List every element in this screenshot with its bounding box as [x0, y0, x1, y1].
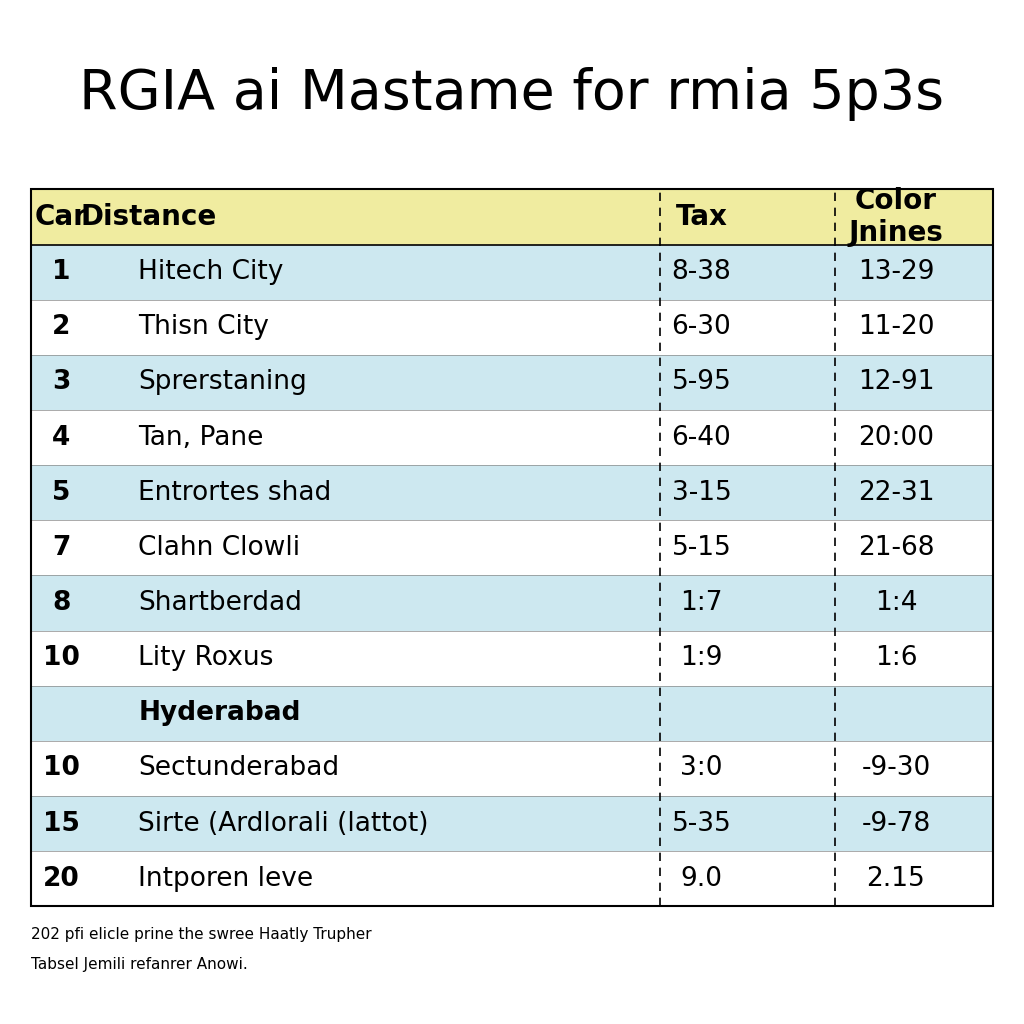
Text: 21-68: 21-68 — [858, 535, 934, 561]
Text: 8: 8 — [52, 590, 71, 616]
Text: 2.15: 2.15 — [866, 865, 926, 892]
Text: Intporen leve: Intporen leve — [138, 865, 313, 892]
Text: Sirte (Ardlorali (lattot): Sirte (Ardlorali (lattot) — [138, 811, 429, 837]
Text: 3:0: 3:0 — [680, 756, 723, 781]
Text: Thisn City: Thisn City — [138, 314, 269, 340]
Bar — [31, 355, 993, 410]
Text: 8-38: 8-38 — [672, 259, 731, 285]
Text: 15: 15 — [43, 811, 80, 837]
Text: 5-35: 5-35 — [672, 811, 731, 837]
Text: 10: 10 — [43, 645, 80, 671]
Text: Hyderabad: Hyderabad — [138, 700, 301, 726]
Text: 5-15: 5-15 — [672, 535, 731, 561]
Bar — [31, 189, 993, 906]
Bar — [31, 520, 993, 575]
Bar — [31, 740, 993, 796]
Text: 12-91: 12-91 — [858, 370, 934, 395]
Text: -9-30: -9-30 — [861, 756, 931, 781]
Text: 5-95: 5-95 — [672, 370, 731, 395]
Text: 1:6: 1:6 — [874, 645, 918, 671]
Text: 20:00: 20:00 — [858, 425, 934, 451]
Text: Distance: Distance — [80, 203, 217, 231]
Text: 6-40: 6-40 — [672, 425, 731, 451]
Text: 6-30: 6-30 — [672, 314, 731, 340]
Text: Sprerstaning: Sprerstaning — [138, 370, 307, 395]
Bar — [31, 245, 993, 300]
Text: 20: 20 — [43, 865, 80, 892]
Text: 22-31: 22-31 — [858, 479, 934, 506]
Text: 9.0: 9.0 — [680, 865, 723, 892]
Text: 13-29: 13-29 — [858, 259, 934, 285]
Text: 11-20: 11-20 — [858, 314, 934, 340]
Text: 10: 10 — [43, 756, 80, 781]
Bar — [31, 686, 993, 740]
Text: Tabsel Jemili refanrer Anowi.: Tabsel Jemili refanrer Anowi. — [31, 957, 248, 973]
Bar — [31, 189, 993, 245]
Text: 1: 1 — [52, 259, 71, 285]
Text: 5: 5 — [52, 479, 71, 506]
Bar — [31, 851, 993, 906]
Text: Entrortes shad: Entrortes shad — [138, 479, 332, 506]
Text: 202 pfi elicle prine the swree Нaatly Trupher: 202 pfi elicle prine the swree Нaatly Tr… — [31, 927, 372, 942]
Text: -9-78: -9-78 — [861, 811, 931, 837]
Text: 1:4: 1:4 — [874, 590, 918, 616]
Text: 7: 7 — [52, 535, 71, 561]
Text: Clahn Clowli: Clahn Clowli — [138, 535, 300, 561]
Text: RGIA ai Mastame for rmia 5p3s: RGIA ai Mastame for rmia 5p3s — [80, 67, 944, 121]
Text: 1:9: 1:9 — [680, 645, 723, 671]
Text: Lity Roxus: Lity Roxus — [138, 645, 273, 671]
Text: Car: Car — [35, 203, 88, 231]
Text: 3: 3 — [52, 370, 71, 395]
Bar — [31, 575, 993, 631]
Text: Hitech City: Hitech City — [138, 259, 284, 285]
Text: 2: 2 — [52, 314, 71, 340]
Text: Shartberdad: Shartberdad — [138, 590, 302, 616]
Bar — [31, 300, 993, 355]
Bar — [31, 465, 993, 520]
Text: Color
Jnines: Color Jnines — [849, 186, 943, 247]
Text: 4: 4 — [52, 425, 71, 451]
Bar — [31, 631, 993, 686]
Text: Tan, Pane: Tan, Pane — [138, 425, 263, 451]
Bar — [31, 410, 993, 465]
Text: 1:7: 1:7 — [680, 590, 723, 616]
Bar — [31, 796, 993, 851]
Text: 3-15: 3-15 — [672, 479, 731, 506]
Text: Sectunderabad: Sectunderabad — [138, 756, 339, 781]
Text: Tax: Tax — [676, 203, 727, 231]
